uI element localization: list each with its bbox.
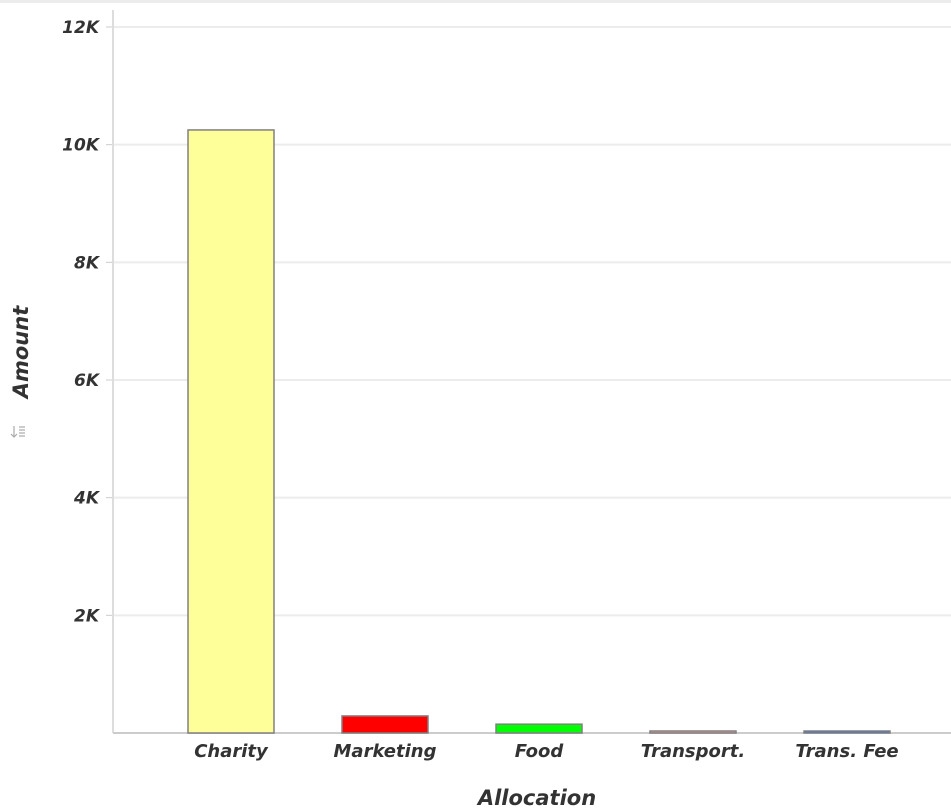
x-tick-label: Marketing bbox=[334, 741, 437, 762]
y-axis-ticks: 2K 4K 6K 8K 10K 12K bbox=[62, 18, 113, 626]
x-tick-label: Charity bbox=[194, 741, 269, 762]
y-tick-label: 2K bbox=[74, 606, 101, 626]
x-axis-title: Allocation bbox=[476, 786, 596, 810]
bar-food[interactable] bbox=[495, 723, 583, 734]
chart-top-border bbox=[0, 0, 951, 3]
x-axis-labels: Charity Marketing Food Transport. Trans. Fee bbox=[194, 741, 898, 762]
bar-charity[interactable] bbox=[187, 129, 275, 734]
y-tick-label: 6K bbox=[74, 371, 101, 391]
bar-marketing[interactable] bbox=[341, 715, 429, 734]
x-tick-label: Trans. Fee bbox=[795, 741, 898, 762]
y-tick-label: 12K bbox=[62, 18, 101, 38]
sort-icon[interactable] bbox=[9, 423, 27, 441]
x-tick-label: Transport. bbox=[641, 741, 745, 762]
bars bbox=[187, 129, 891, 734]
x-tick-label: Food bbox=[515, 741, 565, 762]
y-axis-title: Amount bbox=[9, 305, 33, 400]
y-tick-label: 10K bbox=[62, 136, 101, 156]
bar-trans-fee[interactable] bbox=[803, 730, 891, 734]
bar-transport[interactable] bbox=[649, 730, 737, 734]
y-tick-label: 4K bbox=[73, 489, 101, 509]
y-tick-label: 8K bbox=[74, 253, 101, 273]
